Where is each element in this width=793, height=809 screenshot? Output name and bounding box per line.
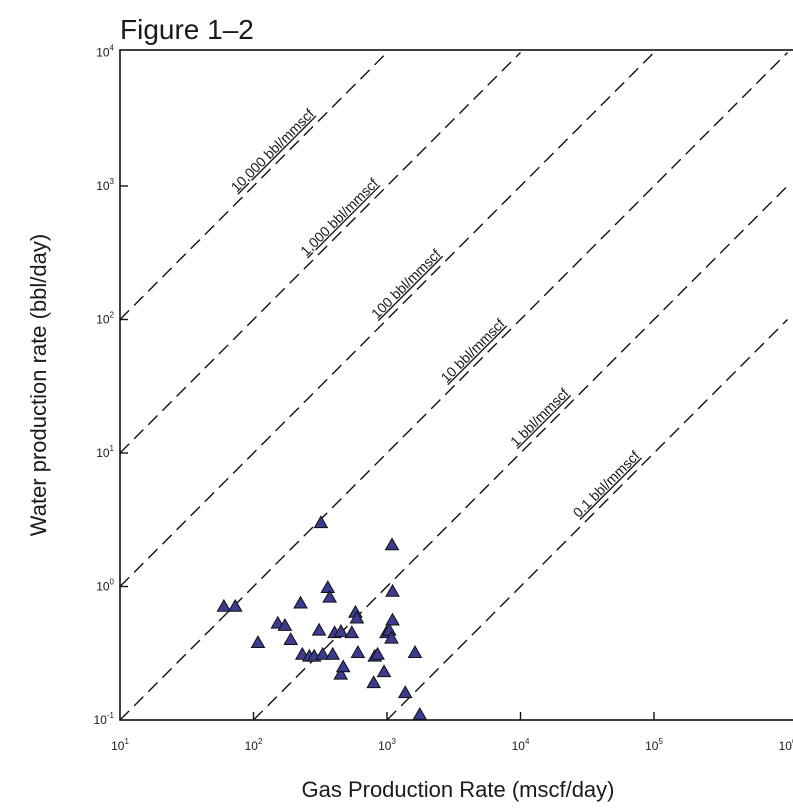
data-point-triangle <box>344 625 360 639</box>
data-point-triangle <box>384 630 399 644</box>
ratio-label-background <box>556 434 656 534</box>
data-point-triangle <box>349 610 365 624</box>
ratio-line <box>253 185 788 721</box>
ratio-label: 10,000 bbl/mmscf <box>228 105 318 195</box>
data-point-triangle <box>385 583 400 597</box>
y-axis-label: Water production rate (bbl/day) <box>26 234 51 536</box>
data-point-triangle <box>322 589 338 603</box>
ratio-line <box>386 319 788 721</box>
data-point-triangle <box>376 664 392 678</box>
data-point-triangle <box>384 537 400 551</box>
ratio-lines <box>119 52 788 721</box>
x-tick-label: 105 <box>645 737 663 753</box>
ratio-label-background <box>423 301 523 401</box>
x-tick-label: 101 <box>111 737 129 753</box>
plot-frame <box>119 49 793 721</box>
x-tick-label: 106 <box>779 737 793 753</box>
x-axis-ticks: 101 102 103 104 105 106 <box>111 712 793 753</box>
data-point-triangle <box>293 595 308 609</box>
ratio-label-group: 1 bbl/mmscf <box>489 367 589 467</box>
ratio-label: 0.1 bbl/mmscf <box>570 447 643 520</box>
data-point-triangle <box>325 646 341 660</box>
y-axis-ticks: 10-1 100 101 102 103 104 <box>94 44 128 727</box>
y-tick-label: 102 <box>96 311 114 327</box>
ratio-label-group: 10,000 bbl/mmscf <box>222 100 322 200</box>
data-point-triangle <box>216 598 232 612</box>
data-point-triangle <box>283 632 299 645</box>
ratio-label-background <box>489 367 589 467</box>
data-point-triangle <box>350 645 366 658</box>
y-tick-label: 104 <box>96 44 114 60</box>
ratio-label-background <box>289 167 389 267</box>
ratio-label: 10 bbl/mmscf <box>437 315 507 385</box>
ratio-label-group: 100 bbl/mmscf <box>356 234 456 334</box>
ratio-label-background <box>222 100 322 200</box>
data-point-triangle <box>370 646 385 660</box>
x-tick-label: 103 <box>378 737 396 753</box>
data-point-triangle <box>397 685 413 699</box>
data-point-triangle <box>277 618 293 631</box>
data-point-triangle <box>333 624 349 637</box>
data-point-triangle <box>320 580 336 594</box>
data-point-triangle <box>250 635 266 648</box>
ratio-label-group: 1,000 bbl/mmscf <box>289 167 389 267</box>
ratio-label: 1,000 bbl/mmscf <box>297 175 381 259</box>
y-tick-label: 101 <box>96 444 114 460</box>
data-point-triangle <box>311 622 327 636</box>
x-tick-label: 102 <box>245 737 263 753</box>
data-point-triangle <box>412 706 428 720</box>
y-tick-label: 103 <box>96 177 114 193</box>
ratio-line <box>119 52 388 320</box>
ratio-line <box>119 52 788 721</box>
data-point-triangle <box>333 666 349 680</box>
x-axis-label: Gas Production Rate (mscf/day) <box>301 777 614 802</box>
ratio-label: 1 bbl/mmscf <box>507 385 572 450</box>
ratio-label-background <box>356 234 456 334</box>
ratio-label: 100 bbl/mmscf <box>368 246 444 322</box>
y-tick-label: 100 <box>96 578 114 594</box>
data-point-triangle <box>366 675 382 689</box>
ratio-label-group: 10 bbl/mmscf <box>423 301 523 401</box>
x-tick-label: 104 <box>512 737 530 753</box>
ratio-line <box>119 52 655 587</box>
data-point-triangle <box>335 659 351 673</box>
data-points <box>216 515 428 720</box>
data-point-triangle <box>227 598 243 612</box>
chart-title: Figure 1–2 <box>120 14 254 45</box>
data-point-triangle <box>385 612 400 626</box>
data-point-triangle <box>407 645 423 658</box>
ratio-label-group: 0.1 bbl/mmscf <box>556 434 656 534</box>
data-point-triangle <box>315 646 331 660</box>
ratio-line <box>119 52 521 454</box>
y-tick-label: 10-1 <box>94 711 115 727</box>
data-point-triangle <box>313 515 329 529</box>
